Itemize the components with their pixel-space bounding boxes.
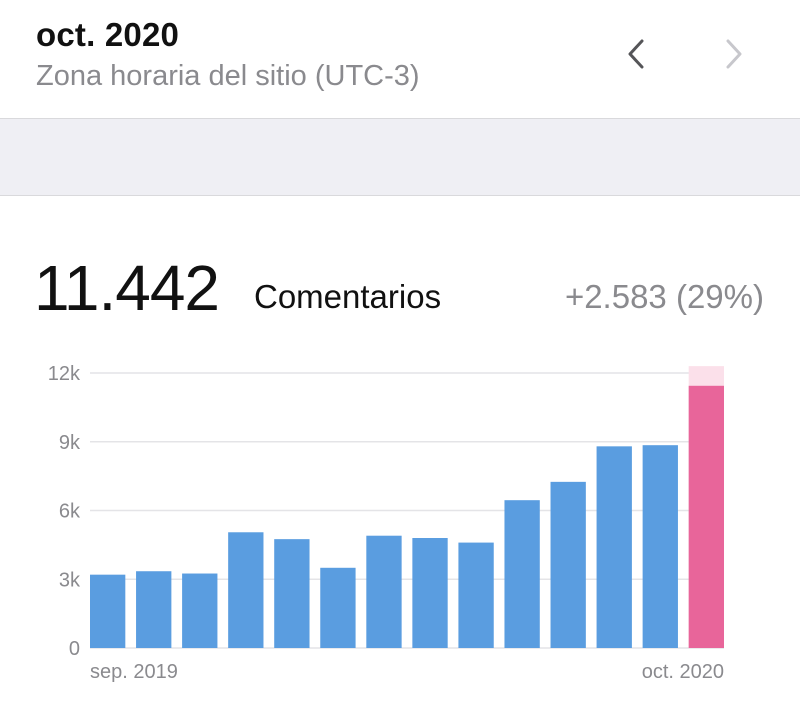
next-period-button[interactable]	[714, 34, 754, 74]
bar	[320, 567, 356, 648]
comments-label: Comentarios	[254, 278, 442, 315]
bar	[596, 446, 632, 648]
bar	[90, 574, 126, 648]
y-tick-label: 9k	[59, 432, 81, 454]
y-tick-label: 12k	[48, 363, 81, 385]
header: oct. 2020 Zona horaria del sitio (UTC-3)	[0, 0, 800, 119]
period-title: oct. 2020	[36, 16, 180, 53]
bar	[228, 532, 264, 648]
chevron-left-icon	[628, 39, 644, 69]
previous-period-button[interactable]	[616, 34, 656, 74]
comments-bar-chart: 0 3k 6k 9k 12k sep. 2019 oct. 2020	[48, 363, 724, 683]
bar	[412, 538, 448, 648]
x-tick-label: sep. 2019	[90, 661, 178, 683]
bar	[366, 535, 402, 648]
y-tick-label: 0	[69, 638, 80, 660]
y-tick-label: 6k	[59, 501, 81, 523]
x-tick-label: oct. 2020	[642, 661, 724, 683]
bar	[182, 573, 218, 648]
bar	[458, 542, 494, 648]
comments-change: +2.583 (29%)	[564, 278, 764, 315]
bar	[550, 481, 586, 648]
chevron-right-icon	[726, 39, 742, 69]
divider-band	[0, 119, 800, 196]
timezone-subtitle: Zona horaria del sitio (UTC-3)	[36, 60, 420, 92]
y-tick-label: 3k	[59, 569, 81, 591]
bar	[504, 500, 540, 648]
bar	[274, 539, 310, 648]
bar	[688, 385, 724, 648]
comments-total: 11.442	[34, 252, 220, 324]
bar	[642, 445, 678, 648]
bar	[136, 571, 172, 648]
